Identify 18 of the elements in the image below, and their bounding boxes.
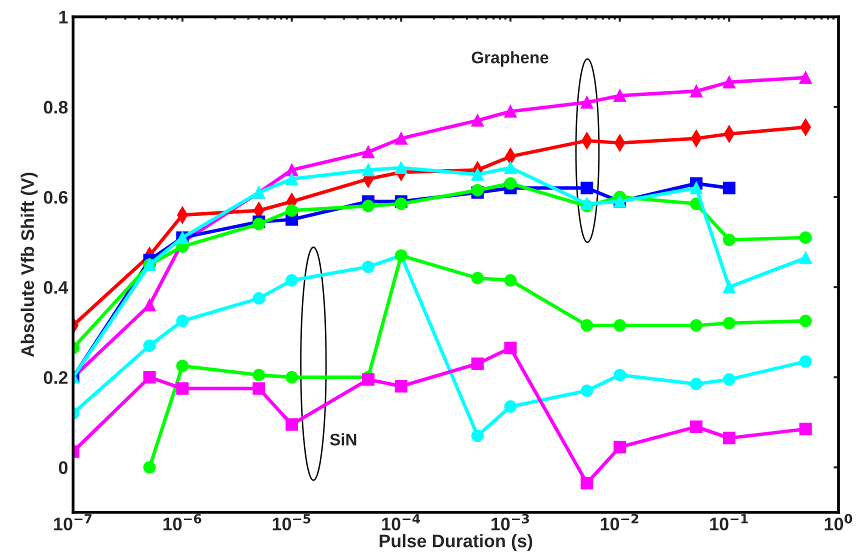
x-tick-label: 10$^{−3}$: [491, 514, 529, 530]
x-tick-label: 10$^{0}$: [824, 514, 852, 530]
x-tick-label: 10$^{−2}$: [600, 514, 638, 530]
y-tick-label: 0.4: [44, 281, 68, 294]
y-tick-label: 0.8: [44, 100, 68, 114]
x-tick-label: 10$^{−1}$: [710, 514, 748, 530]
x-tick-label: 10$^{−7}$: [54, 514, 92, 530]
y-tick-label: 0: [58, 461, 68, 474]
x-tick-label: 10$^{−4}$: [382, 514, 420, 530]
annotation: SiN: [330, 433, 356, 446]
annotation: Graphene: [472, 51, 548, 67]
x-tick-label: 10$^{−5}$: [272, 514, 310, 530]
y-axis-title: Absolute Vfb Shift (V): [20, 172, 38, 357]
y-tick-label: 0.2: [44, 371, 68, 384]
x-axis-title: Pulse Duration (s): [380, 534, 532, 551]
y-tick-label: 0.6: [44, 190, 68, 204]
y-tick-label: 1: [59, 10, 68, 24]
x-tick-label: 10$^{−6}$: [163, 514, 202, 530]
